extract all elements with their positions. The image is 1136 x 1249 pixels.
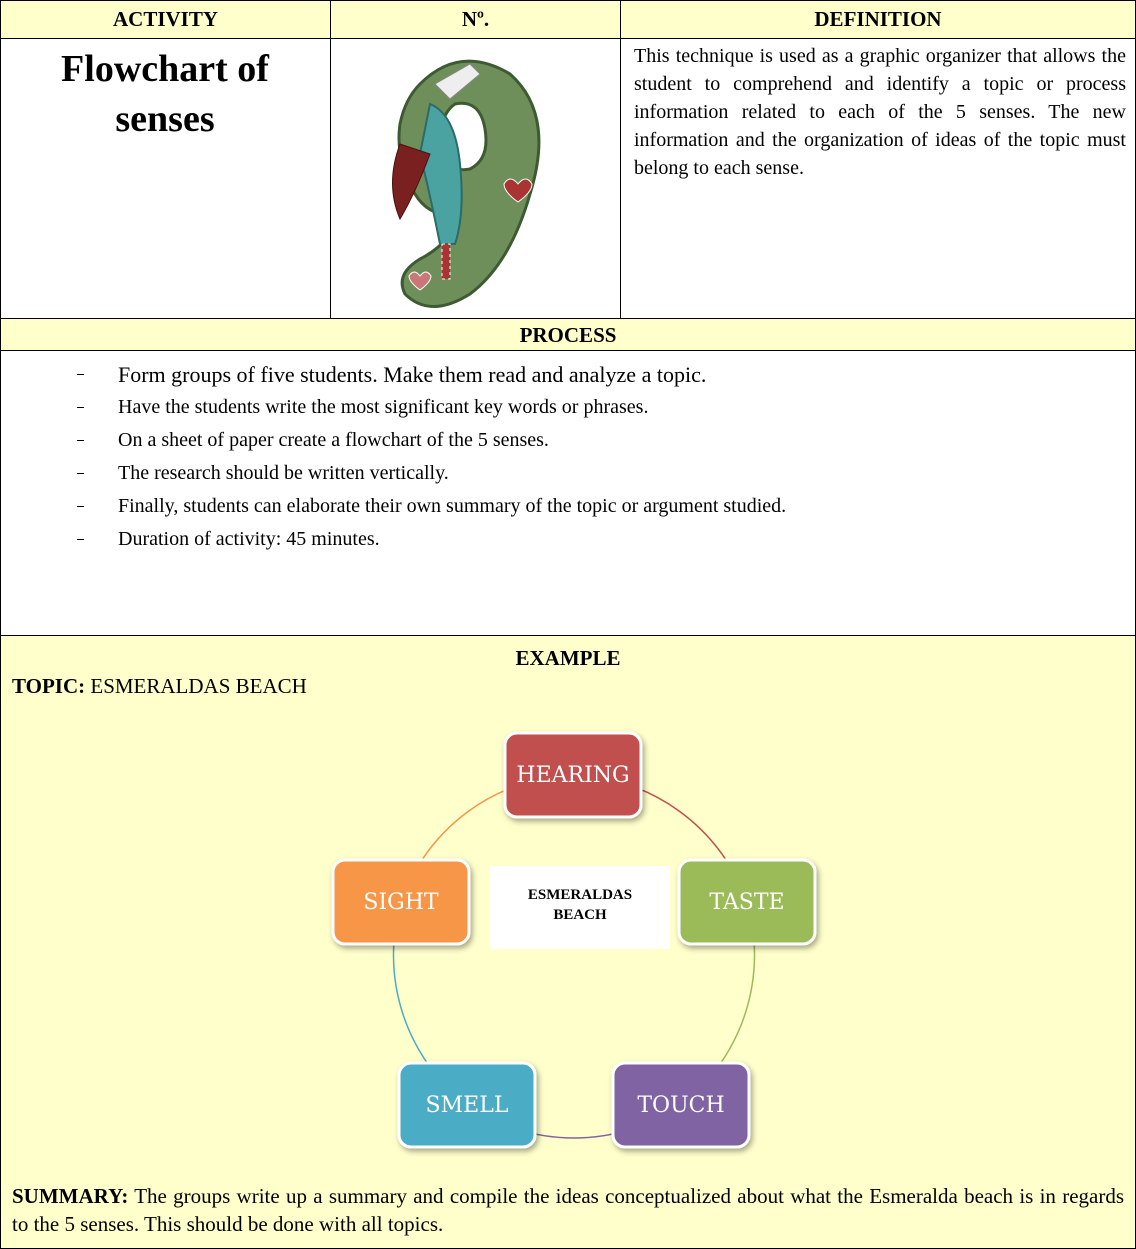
process-step: Have the students write the most signifi…: [70, 391, 1120, 424]
process-step: Finally, students can elaborate their ow…: [70, 490, 1120, 523]
sense-node: [397, 1061, 537, 1149]
process-step: On a sheet of paper create a flowchart o…: [70, 424, 1120, 457]
step-text: The research should be written verticall…: [118, 462, 449, 484]
activity-name: Flowchart of senses: [61, 48, 269, 140]
process-step: Duration of activity: 45 minutes.: [70, 523, 1120, 556]
summary: SUMMARY: The groups write up a summary a…: [12, 1182, 1124, 1238]
step-text: Have the students write the most signifi…: [118, 396, 649, 418]
topic-label: TOPIC:: [12, 674, 86, 698]
center-line: ESMERALDAS: [528, 887, 632, 903]
summary-text: The groups write up a summary and compil…: [12, 1184, 1124, 1236]
process-step: The research should be written verticall…: [70, 457, 1120, 490]
process-list: Form groups of five students. Make them …: [70, 358, 1120, 556]
center-box: [490, 866, 670, 949]
sense-label: TASTE: [709, 890, 784, 915]
header-cell: DEFINITION: [620, 0, 1136, 39]
header-text: DEFINITION: [814, 7, 942, 31]
bullet-dash: [77, 440, 84, 441]
sense-node: [677, 858, 817, 946]
step-text: Form groups of five students. Make them …: [118, 362, 707, 387]
sense-label: HEARING: [516, 763, 629, 788]
bullet-dash: [77, 374, 84, 375]
topic: TOPIC: ESMERALDAS BEACH: [12, 674, 307, 699]
process-step: Form groups of five students. Make them …: [70, 358, 1120, 391]
header-text: ACTIVITY: [112, 7, 219, 31]
sense-label: SMELL: [426, 1093, 509, 1118]
sense-label: SIGHT: [363, 890, 439, 915]
sense-node: [503, 731, 643, 819]
definition-text: This technique is used as a graphic orga…: [634, 45, 1126, 179]
summary-label: SUMMARY:: [12, 1184, 129, 1208]
bullet-dash: [77, 539, 84, 540]
step-text: Finally, students can elaborate their ow…: [118, 495, 787, 517]
sense-node: [331, 858, 471, 946]
sense-node: [611, 1061, 751, 1149]
center-label: ESMERALDAS BEACH: [528, 887, 632, 923]
process-header: PROCESS: [0, 318, 1136, 351]
bullet-dash: [77, 506, 84, 507]
center-line: BEACH: [553, 907, 607, 923]
process-title: PROCESS: [519, 323, 617, 347]
bullet-dash: [77, 473, 84, 474]
topic-value: ESMERALDAS BEACH: [90, 674, 307, 698]
example-title: EXAMPLE: [515, 646, 621, 670]
senses-diagram: HEARING TASTE TOUCH SMELL SIGHT ESMERALDAS BEA…: [331, 731, 817, 1149]
header-text: Nº.: [461, 7, 490, 31]
number-nine-illustration: [392, 59, 541, 308]
header-cell: ACTIVITY: [0, 0, 331, 39]
sense-label: TOUCH: [637, 1093, 724, 1118]
header-cell: Nº.: [330, 0, 621, 39]
bullet-dash: [77, 407, 84, 408]
step-text: On a sheet of paper create a flowchart o…: [118, 429, 549, 451]
step-text: Duration of activity: 45 minutes.: [118, 528, 380, 550]
